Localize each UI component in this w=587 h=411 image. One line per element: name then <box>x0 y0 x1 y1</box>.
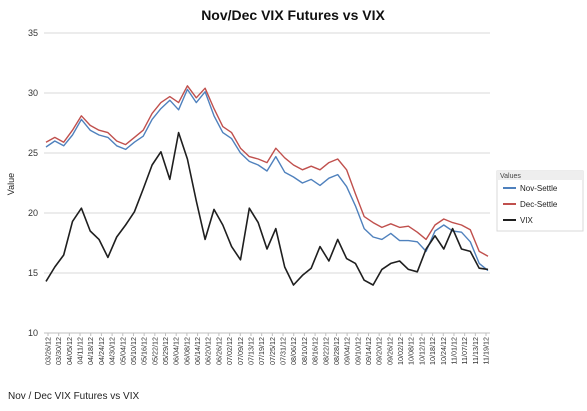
legend-header <box>497 171 583 180</box>
x-tick-label: 05/10/12 <box>129 337 138 365</box>
line-chart: Nov/Dec VIX Futures vs VIX 10 15 20 25 30 35 0… <box>6 7 584 365</box>
y-tick-label: 20 <box>28 208 38 218</box>
x-tick-label: 04/30/12 <box>108 337 117 365</box>
x-tick-label: 07/02/12 <box>225 337 234 365</box>
series-line-dec-settle <box>45 85 489 257</box>
series-line-nov-settle <box>45 88 489 272</box>
x-tick-label: 11/07/12 <box>460 337 469 364</box>
gridlines <box>44 32 490 334</box>
series-lines <box>45 85 489 286</box>
x-tick-label: 04/24/12 <box>97 337 106 365</box>
x-tick-label: 07/31/12 <box>279 337 288 365</box>
y-tick-label: 15 <box>28 268 38 278</box>
x-tick-label: 04/18/12 <box>86 337 95 365</box>
x-tick-label: 09/14/12 <box>364 337 373 365</box>
x-tick-label: 06/26/12 <box>214 337 223 365</box>
x-tick-label: 08/06/12 <box>289 337 298 365</box>
x-tick-label: 05/04/12 <box>118 337 127 365</box>
x-tick-label: 11/19/12 <box>482 337 491 364</box>
x-tick-label: 10/18/12 <box>428 337 437 365</box>
x-tick-label: 06/14/12 <box>193 337 202 365</box>
y-tick-label: 35 <box>28 28 38 38</box>
x-tick-label: 06/08/12 <box>182 337 191 365</box>
legend-items: Nov-Settle Dec-Settle VIX <box>503 184 558 225</box>
x-tick-label: 08/16/12 <box>311 337 320 365</box>
legend-label: Dec-Settle <box>520 200 558 209</box>
y-tick-label: 10 <box>28 328 38 338</box>
x-tick-label: 11/13/12 <box>471 337 480 364</box>
series-line-vix <box>45 131 489 286</box>
x-tick-label: 05/16/12 <box>140 337 149 365</box>
legend-label: VIX <box>520 216 534 225</box>
legend: Values Nov-Settle Dec-Settle VIX <box>496 170 584 232</box>
x-tick-label: 09/20/12 <box>375 337 384 365</box>
x-tick-label: 10/02/12 <box>396 337 405 365</box>
y-tick-label: 30 <box>28 88 38 98</box>
chart-title: Nov/Dec VIX Futures vs VIX <box>201 7 385 23</box>
y-axis-title: Value <box>6 173 16 195</box>
x-tick-label: 06/04/12 <box>172 337 181 365</box>
x-tick-label: 07/25/12 <box>268 337 277 365</box>
chart-container: Nov/Dec VIX Futures vs VIX 10 15 20 25 30 35 0… <box>6 7 584 365</box>
x-tick-label: 10/08/12 <box>407 337 416 365</box>
x-tick-label: 08/10/12 <box>300 337 309 365</box>
legend-title: Values <box>500 173 521 180</box>
x-tick-label: 03/26/12 <box>44 337 53 365</box>
x-tick-label: 05/22/12 <box>150 337 159 365</box>
x-tick-label: 09/10/12 <box>353 337 362 365</box>
x-tick-label: 09/04/12 <box>343 337 352 365</box>
x-tick-label: 10/12/12 <box>417 337 426 365</box>
x-tick-label: 07/09/12 <box>236 337 245 365</box>
legend-label: Nov-Settle <box>520 184 558 193</box>
x-tick-label: 06/20/12 <box>204 337 213 365</box>
figure-caption: Nov / Dec VIX Futures vs VIX <box>8 391 140 402</box>
x-tick-label: 11/01/12 <box>449 337 458 364</box>
x-tick-label: 04/05/12 <box>65 337 74 365</box>
x-tick-label: 03/30/12 <box>54 337 63 365</box>
x-tick-label: 09/26/12 <box>385 337 394 365</box>
x-tick-label: 10/24/12 <box>439 337 448 365</box>
x-tick-label: 07/13/12 <box>246 337 255 365</box>
x-tick-label: 08/22/12 <box>321 337 330 365</box>
x-tick-label: 08/28/12 <box>332 337 341 365</box>
y-tick-label: 25 <box>28 148 38 158</box>
x-tick-label: 07/19/12 <box>257 337 266 365</box>
x-tick-label: 04/11/12 <box>76 337 85 364</box>
x-tick-label: 05/29/12 <box>161 337 170 365</box>
